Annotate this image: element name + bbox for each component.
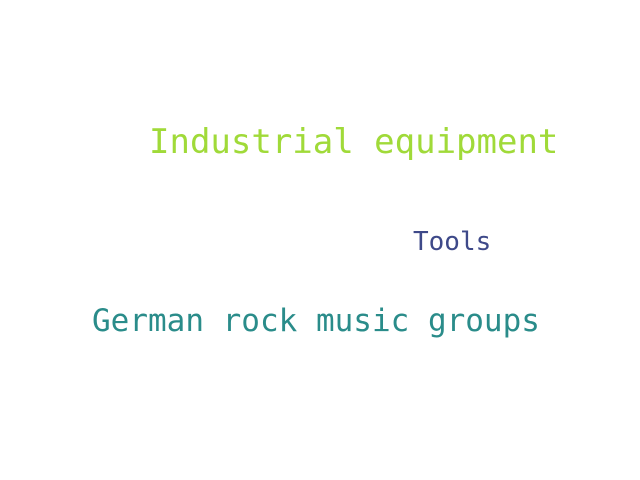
word-german-rock-music-groups: German rock music groups — [92, 303, 540, 339]
word-tools: Tools — [413, 227, 492, 257]
word-industrial-equipment: Industrial equipment — [149, 122, 559, 162]
